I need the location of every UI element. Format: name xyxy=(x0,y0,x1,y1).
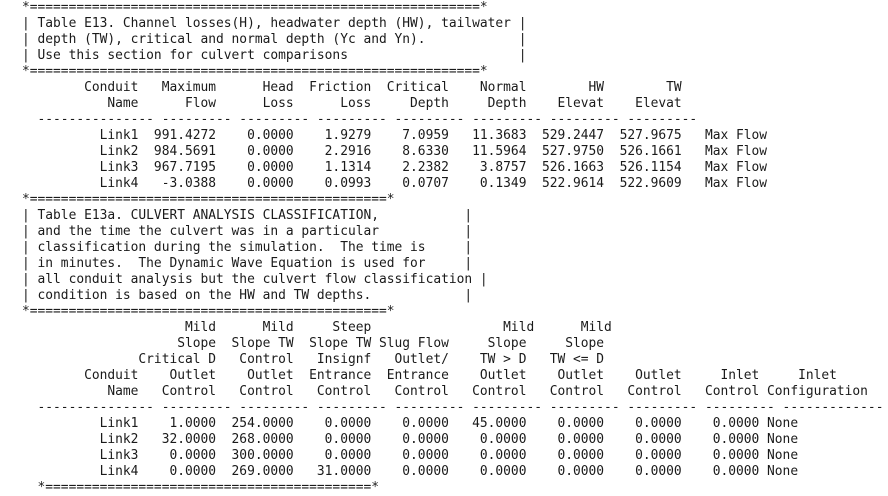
table-e13-row: Link2 984.5691 0.0000 2.2916 8.6330 11.5… xyxy=(22,144,768,159)
table-e13a-border-bottom: *=======================================… xyxy=(22,304,395,319)
table-e13a-row: Link3 0.0000 300.0000 0.0000 0.0000 0.00… xyxy=(22,448,799,463)
table-e13a-header-row: Critical D Control Insignf Outlet/ TW > … xyxy=(22,352,605,367)
table-e13-border-top: *=======================================… xyxy=(22,0,488,15)
table-e13-title-line: | Use this section for culvert compariso… xyxy=(22,48,527,63)
table-e13a-header-row: Mild Mild Steep Mild Mild xyxy=(22,320,612,335)
table-e13-header-row: Name Flow Loss Loss Depth Depth Elevat E… xyxy=(22,96,682,111)
next-table-border: *=======================================… xyxy=(22,480,379,495)
table-e13a-row: Link4 0.0000 269.0000 31.0000 0.0000 0.0… xyxy=(22,464,799,479)
table-e13-row: Link3 967.7195 0.0000 1.1314 2.2382 3.87… xyxy=(22,160,768,175)
table-e13a-border-top: *=======================================… xyxy=(22,192,395,207)
table-e13-row: Link1 991.4272 0.0000 1.9279 7.0959 11.3… xyxy=(22,128,768,143)
table-e13a-title-line: | in minutes. The Dynamic Wave Equation … xyxy=(22,256,473,271)
table-e13a-separator: --------------- --------- --------- ----… xyxy=(22,400,884,415)
table-e13-title-line: | Table E13. Channel losses(H), headwate… xyxy=(22,16,527,31)
table-e13a-title-line: | and the time the culvert was in a part… xyxy=(22,224,473,239)
table-e13a-row: Link1 1.0000 254.0000 0.0000 0.0000 45.0… xyxy=(22,416,799,431)
table-e13-title-line: | depth (TW), critical and normal depth … xyxy=(22,32,527,47)
table-e13a-header-row: Slope Slope TW Slope TW Slug Flow Slope … xyxy=(22,336,605,351)
table-e13a-title-line: | Table E13a. CULVERT ANALYSIS CLASSIFIC… xyxy=(22,208,473,223)
table-e13-header-row: Conduit Maximum Head Friction Critical N… xyxy=(22,80,682,95)
table-e13a-header-row: Name Control Control Control Control Con… xyxy=(22,384,868,399)
table-e13a-header-row: Conduit Outlet Outlet Entrance Entrance … xyxy=(22,368,837,383)
table-e13a-title-line: | classification during the simulation. … xyxy=(22,240,473,255)
table-e13a-title-line: | condition is based on the HW and TW de… xyxy=(22,288,473,303)
table-e13a-title-line: | all conduit analysis but the culvert f… xyxy=(22,272,488,287)
table-e13-border-bottom: *=======================================… xyxy=(22,64,488,79)
table-e13-row: Link4 -3.0388 0.0000 0.0993 0.0707 0.134… xyxy=(22,176,768,191)
table-e13a-row: Link2 32.0000 268.0000 0.0000 0.0000 0.0… xyxy=(22,432,799,447)
table-e13-separator: --------------- --------- --------- ----… xyxy=(22,112,698,127)
